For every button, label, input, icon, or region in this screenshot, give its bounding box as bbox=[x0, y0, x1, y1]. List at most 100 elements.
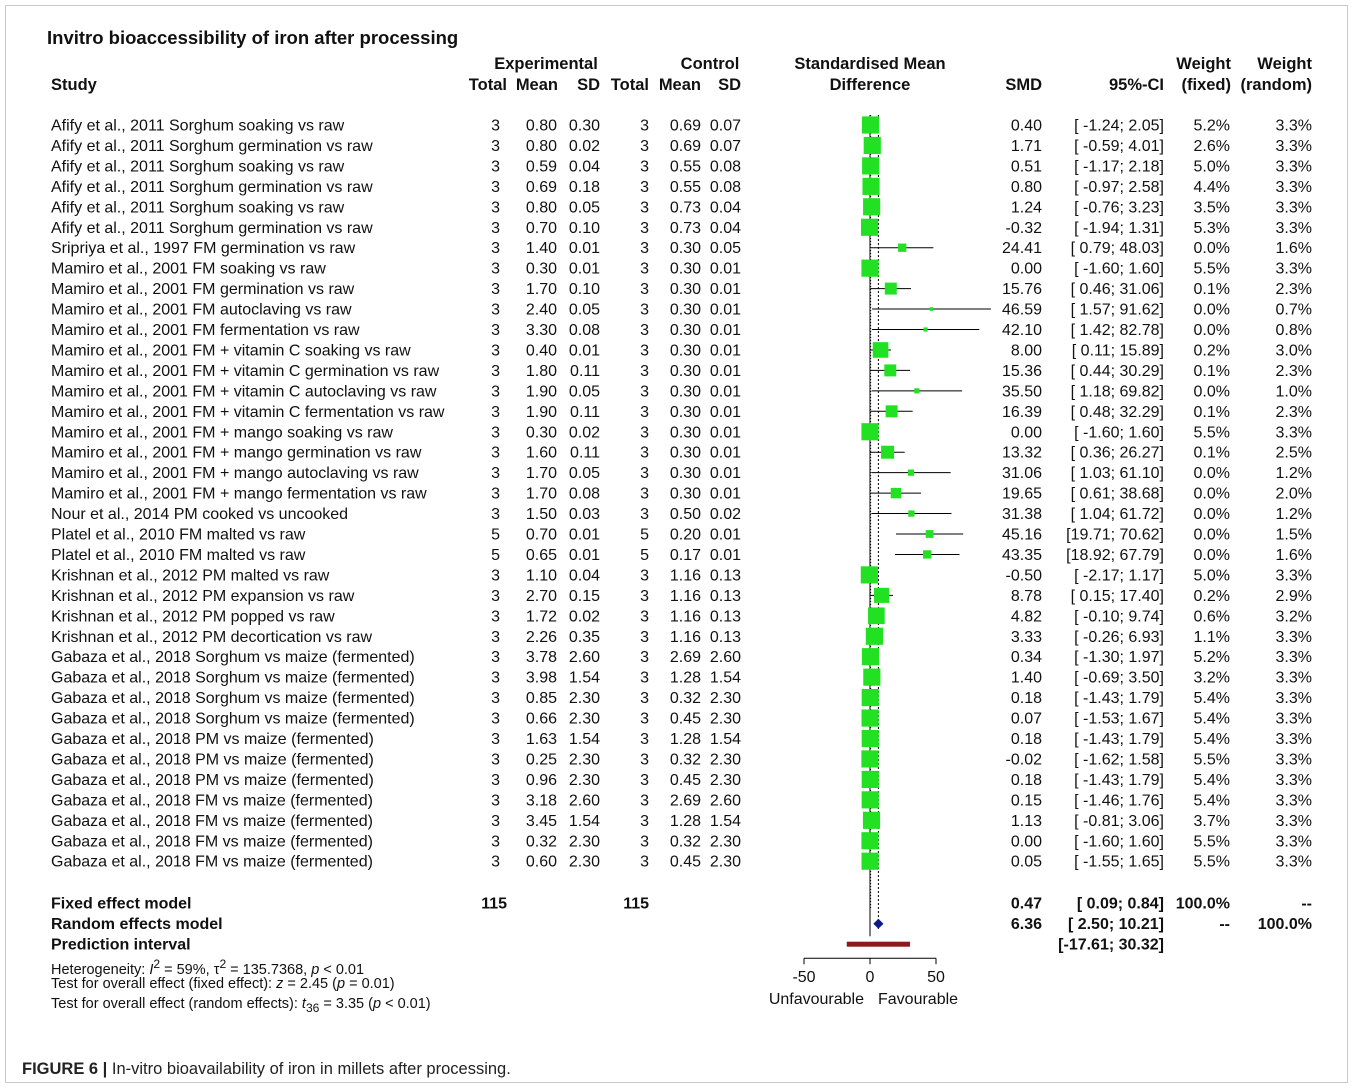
ci-value: [ 0.79; 48.03] bbox=[1071, 240, 1164, 257]
weight-random: 3.3% bbox=[1276, 711, 1312, 728]
mean-e: 0.32 bbox=[526, 833, 557, 850]
mean-c: 0.50 bbox=[670, 506, 701, 523]
mean-c: 0.73 bbox=[670, 220, 701, 237]
ci-value: [ -1.60; 1.60] bbox=[1074, 261, 1164, 278]
mean-c: 2.69 bbox=[670, 792, 701, 809]
sd-c: 1.54 bbox=[710, 670, 741, 687]
smd-value: 0.51 bbox=[1011, 158, 1042, 175]
ci-value: [ 1.04; 61.72] bbox=[1071, 506, 1164, 523]
effect-square bbox=[865, 627, 883, 645]
total-e: 3 bbox=[491, 445, 500, 462]
ci-value: [ 1.57; 91.62] bbox=[1071, 302, 1164, 319]
weight-random: 2.0% bbox=[1276, 486, 1312, 503]
total-e: 3 bbox=[491, 711, 500, 728]
effect-square bbox=[929, 307, 934, 311]
total-c: 3 bbox=[640, 649, 649, 666]
effect-square bbox=[890, 487, 902, 499]
weight-fixed: 5.5% bbox=[1194, 424, 1230, 441]
study-label: Krishnan et al., 2012 PM malted vs raw bbox=[51, 567, 330, 584]
effect-square bbox=[861, 729, 879, 748]
smd-value: 0.00 bbox=[1011, 261, 1042, 278]
sd-e: 2.30 bbox=[569, 833, 600, 850]
total-c: 5 bbox=[640, 547, 649, 564]
total-e: 3 bbox=[491, 567, 500, 584]
mean-c: 0.30 bbox=[670, 302, 701, 319]
total-c: 3 bbox=[640, 220, 649, 237]
header-mean-c: Mean bbox=[659, 76, 701, 94]
mean-e: 0.30 bbox=[526, 424, 557, 441]
total-c: 3 bbox=[640, 731, 649, 748]
fixed-total-c: 115 bbox=[623, 896, 649, 913]
fixed-total-e: 115 bbox=[481, 896, 507, 913]
x-label-unfavourable: Unfavourable bbox=[769, 991, 864, 1008]
effect-square bbox=[862, 811, 881, 829]
fixed-weight-random: -- bbox=[1301, 896, 1312, 913]
total-e: 3 bbox=[491, 383, 500, 400]
sd-e: 0.05 bbox=[569, 302, 600, 319]
figure-label: FIGURE 6 | bbox=[22, 1060, 108, 1078]
header-total-e: Total bbox=[469, 76, 507, 94]
study-label: Gabaza et al., 2018 PM vs maize (ferment… bbox=[51, 772, 374, 789]
weight-fixed: 0.0% bbox=[1194, 486, 1230, 503]
sd-c: 1.54 bbox=[710, 813, 741, 830]
ci-value: [ 0.44; 30.29] bbox=[1071, 363, 1164, 380]
effect-square bbox=[863, 198, 881, 216]
mean-e: 1.10 bbox=[526, 567, 557, 584]
effect-square bbox=[861, 648, 880, 666]
sd-c: 0.01 bbox=[710, 547, 741, 564]
weight-random: 3.3% bbox=[1276, 690, 1312, 707]
ci-value: [ 1.18; 69.82] bbox=[1071, 383, 1164, 400]
mean-c: 1.28 bbox=[670, 813, 701, 830]
total-e: 3 bbox=[491, 342, 500, 359]
weight-random: 3.3% bbox=[1276, 629, 1312, 646]
smd-value: 0.40 bbox=[1011, 118, 1042, 135]
total-c: 3 bbox=[640, 281, 649, 298]
weight-random: 2.3% bbox=[1276, 363, 1312, 380]
study-label: Gabaza et al., 2018 Sorghum vs maize (fe… bbox=[51, 711, 415, 728]
mean-c: 0.30 bbox=[670, 465, 701, 482]
ci-value: [19.71; 70.62] bbox=[1066, 527, 1164, 544]
mean-c: 0.20 bbox=[670, 527, 701, 544]
weight-random: 3.3% bbox=[1276, 179, 1312, 196]
weight-fixed: 0.1% bbox=[1194, 404, 1230, 421]
study-label: Sripriya et al., 1997 FM germination vs … bbox=[51, 240, 356, 257]
weight-random: 3.3% bbox=[1276, 792, 1312, 809]
study-label: Mamiro et al., 2001 FM + vitamin C germi… bbox=[51, 363, 440, 380]
study-label: Gabaza et al., 2018 FM vs maize (ferment… bbox=[51, 833, 373, 850]
weight-random: 3.3% bbox=[1276, 567, 1312, 584]
total-e: 3 bbox=[491, 649, 500, 666]
effect-square bbox=[907, 469, 915, 476]
weight-fixed: 5.4% bbox=[1194, 792, 1230, 809]
study-label: Krishnan et al., 2012 PM expansion vs ra… bbox=[51, 588, 355, 605]
ci-value: [ 0.61; 38.68] bbox=[1071, 486, 1164, 503]
ci-value: [ -1.55; 1.65] bbox=[1074, 854, 1164, 871]
sd-e: 0.04 bbox=[569, 158, 600, 175]
study-label: Mamiro et al., 2001 FM fermentation vs r… bbox=[51, 322, 360, 339]
weight-random: 0.7% bbox=[1276, 302, 1312, 319]
header-weight-random-1: Weight bbox=[1257, 55, 1312, 73]
sd-c: 0.13 bbox=[710, 629, 741, 646]
smd-value: 46.59 bbox=[1002, 302, 1042, 319]
total-e: 3 bbox=[491, 322, 500, 339]
mean-c: 1.16 bbox=[670, 567, 701, 584]
smd-value: 0.18 bbox=[1011, 690, 1042, 707]
sd-c: 0.07 bbox=[710, 118, 741, 135]
effect-square bbox=[884, 282, 897, 295]
weight-random: 3.3% bbox=[1276, 731, 1312, 748]
total-c: 3 bbox=[640, 854, 649, 871]
mean-e: 1.50 bbox=[526, 506, 557, 523]
weight-random: 1.5% bbox=[1276, 527, 1312, 544]
sd-e: 0.01 bbox=[569, 261, 600, 278]
mean-c: 0.55 bbox=[670, 158, 701, 175]
random-weight-random: 100.0% bbox=[1258, 916, 1312, 933]
weight-random: 1.6% bbox=[1276, 547, 1312, 564]
ci-value: [ 1.42; 82.78] bbox=[1071, 322, 1164, 339]
ci-value: [ 0.36; 26.27] bbox=[1071, 445, 1164, 462]
weight-random: 3.3% bbox=[1276, 118, 1312, 135]
mean-e: 2.70 bbox=[526, 588, 557, 605]
sd-e: 0.01 bbox=[569, 342, 600, 359]
smd-value: 0.18 bbox=[1011, 731, 1042, 748]
weight-fixed: 5.5% bbox=[1194, 751, 1230, 768]
sd-c: 0.01 bbox=[710, 527, 741, 544]
study-label: Afify et al., 2011 Sorghum soaking vs ra… bbox=[51, 158, 345, 175]
